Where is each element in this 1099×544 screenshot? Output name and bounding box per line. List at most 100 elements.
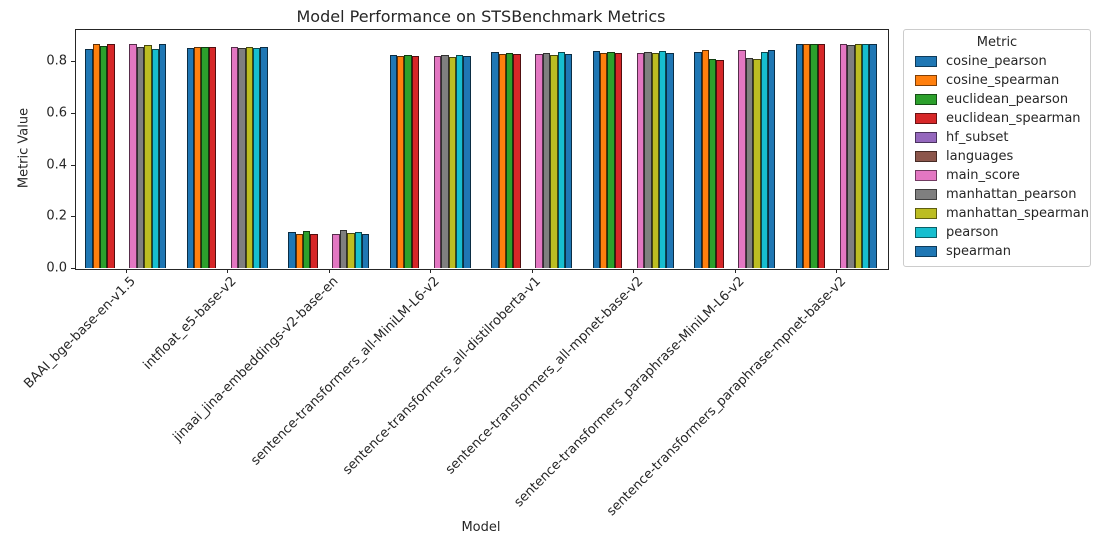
bar [99, 46, 108, 268]
x-tick-label: sentence-transformers_all-distilroberta-… [340, 274, 545, 478]
bar [862, 44, 870, 268]
x-tick-label: BAAI_bge-base-en-v1.5 [20, 274, 139, 392]
legend-label: languages [946, 149, 1014, 164]
legend-item: cosine_pearson [904, 52, 1090, 71]
bar [433, 56, 442, 268]
bar [694, 51, 702, 268]
bar [745, 58, 754, 268]
bar [456, 55, 464, 268]
bar [614, 52, 623, 268]
x-tick-label: jinaai_jina-embeddings-v2-base-en [170, 274, 342, 446]
x-tick-mark [734, 269, 736, 273]
bar [847, 44, 855, 268]
bar [354, 231, 362, 268]
bar [810, 43, 818, 268]
chart-title: Model Performance on STSBenchmark Metric… [296, 7, 666, 26]
x-tick-mark [430, 269, 432, 273]
bar [760, 51, 768, 268]
legend-label: cosine_spearman [946, 73, 1060, 88]
x-tick-label: sentence-transformers_paraphrase-mpnet-b… [603, 274, 849, 520]
legend-label: manhattan_pearson [946, 187, 1077, 202]
legend-label: cosine_pearson [946, 54, 1047, 69]
bar [839, 43, 848, 268]
legend-swatch [915, 246, 937, 257]
bar [513, 54, 521, 268]
legend-item: main_score [904, 166, 1090, 185]
bar [803, 43, 811, 268]
x-tick-mark [633, 269, 635, 273]
y-tick-label: 0.4 [46, 157, 67, 173]
bar [347, 233, 355, 268]
bar [194, 46, 202, 268]
bar [607, 51, 615, 268]
bar [564, 53, 573, 268]
legend-swatch [915, 208, 937, 219]
x-tick-label: sentence-transformers_all-mpnet-base-v2 [442, 274, 646, 478]
y-tick-mark [71, 61, 75, 63]
bar [404, 54, 412, 268]
bar [644, 51, 652, 268]
bar [397, 56, 405, 268]
legend-item: cosine_spearman [904, 71, 1090, 90]
bar [795, 44, 804, 268]
bar [542, 53, 551, 268]
legend-label: pearson [946, 225, 999, 240]
legend-item: manhattan_spearman [904, 204, 1090, 223]
bar [666, 52, 674, 268]
bar [208, 46, 217, 268]
bar [659, 51, 667, 268]
legend-swatch [915, 189, 937, 200]
legend-item: languages [904, 147, 1090, 166]
legend-swatch [915, 170, 937, 181]
legend-items: cosine_pearson cosine_spearman euclidean_p… [904, 52, 1090, 261]
bar [302, 230, 311, 268]
bar [869, 43, 877, 268]
bar [295, 234, 303, 268]
bar [767, 50, 776, 268]
bar [136, 46, 145, 268]
legend-item: hf_subset [904, 128, 1090, 147]
x-tick-label: sentence-transformers_paraphrase-MiniLM-… [511, 274, 748, 511]
x-tick-label: sentence-transformers_all-MiniLM-L6-v2 [248, 274, 443, 469]
legend-label: hf_subset [946, 130, 1009, 145]
y-tick-mark [71, 216, 75, 218]
bar [253, 47, 261, 268]
bar [339, 230, 348, 268]
y-tick-label: 0.8 [46, 53, 67, 69]
legend-label: euclidean_pearson [946, 92, 1069, 107]
legend-title: Metric [976, 35, 1018, 50]
bar [738, 50, 746, 268]
legend-item: pearson [904, 223, 1090, 242]
x-tick-mark [836, 269, 838, 273]
x-tick-mark [227, 269, 229, 273]
legend-item: euclidean_pearson [904, 90, 1090, 109]
bar [129, 44, 137, 268]
bar [260, 46, 268, 268]
bar [854, 44, 863, 268]
bar [411, 56, 420, 268]
legend-item: manhattan_pearson [904, 185, 1090, 204]
bar [701, 50, 709, 268]
bar [651, 53, 660, 268]
y-tick-label: 0.2 [46, 208, 67, 224]
legend-swatch [915, 227, 937, 238]
bar [151, 48, 159, 268]
legend-swatch [915, 113, 937, 124]
bar [92, 44, 100, 268]
bar [158, 44, 167, 268]
bar [535, 54, 543, 268]
bar [186, 47, 195, 268]
y-tick-mark [71, 112, 75, 114]
bar [708, 58, 717, 268]
bar [448, 56, 457, 268]
legend-item: spearman [904, 242, 1090, 261]
bar [592, 51, 601, 268]
legend-swatch [915, 132, 937, 143]
legend-swatch [915, 94, 937, 105]
bar [144, 44, 152, 268]
x-axis-label: Model [461, 520, 501, 535]
bar [288, 231, 296, 268]
bar [600, 52, 608, 268]
bar [332, 233, 340, 268]
